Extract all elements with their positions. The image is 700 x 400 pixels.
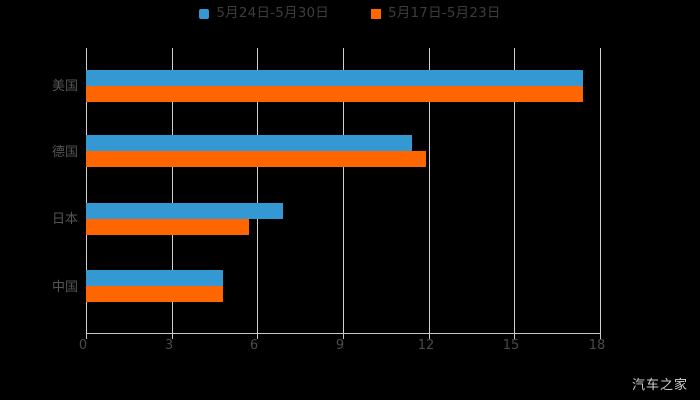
category-label-3: 中国: [51, 280, 78, 295]
x-axis-label-15: 15: [502, 338, 520, 353]
legend-marker-circle-icon: [199, 8, 210, 19]
gridline-9: [343, 48, 344, 333]
legend-entry-series-1[interactable]: 5月17日-5月23日: [371, 5, 501, 21]
bar-series-0-category-2[interactable]: [86, 203, 283, 219]
x-axis-tick-12: [429, 334, 430, 339]
category-label-2: 日本: [51, 212, 78, 227]
gridline-0: [86, 48, 87, 333]
x-axis-tick-9: [343, 334, 344, 339]
legend-label-series-0: 5月24日-5月30日: [216, 5, 329, 21]
category-label-1: 德国: [51, 145, 78, 160]
bar-series-0-category-0[interactable]: [86, 70, 583, 86]
x-axis-tick-18: [600, 334, 601, 339]
chart-legend: 5月24日-5月30日 5月17日-5月23日: [0, 5, 700, 21]
gridline-15: [514, 48, 515, 333]
x-axis-tick-6: [257, 334, 258, 339]
category-label-0: 美国: [51, 79, 78, 94]
x-axis-tick-15: [514, 334, 515, 339]
bar-series-1-category-2[interactable]: [86, 219, 249, 235]
bar-series-0-category-3[interactable]: [86, 270, 223, 286]
legend-label-series-1: 5月17日-5月23日: [388, 5, 501, 21]
legend-entry-series-0[interactable]: 5月24日-5月30日: [199, 5, 329, 21]
x-axis-label-3: 3: [164, 338, 174, 353]
gridline-3: [172, 48, 173, 333]
x-axis-label-9: 9: [335, 338, 345, 353]
x-axis-label-12: 12: [417, 338, 435, 353]
gridline-6: [257, 48, 258, 333]
bar-series-1-category-0[interactable]: [86, 86, 583, 102]
x-axis-tick-3: [172, 334, 173, 339]
watermark: 汽车之家: [631, 378, 688, 393]
x-axis-label-6: 6: [249, 338, 259, 353]
x-axis-tick-0: [86, 334, 87, 339]
legend-marker-square-icon: [371, 8, 381, 19]
x-axis-label-18: 18: [588, 338, 606, 353]
bar-series-0-category-1[interactable]: [86, 135, 412, 151]
plot-area: [86, 48, 601, 333]
x-axis-line: [86, 333, 601, 334]
gridline-18: [600, 48, 601, 333]
bar-series-1-category-3[interactable]: [86, 286, 223, 302]
gridline-12: [429, 48, 430, 333]
bar-series-1-category-1[interactable]: [86, 151, 426, 167]
x-axis-label-0: 0: [78, 338, 88, 353]
